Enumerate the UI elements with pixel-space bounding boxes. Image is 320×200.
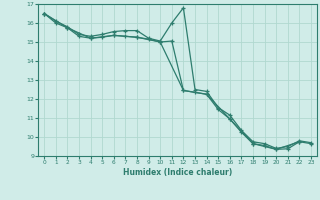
X-axis label: Humidex (Indice chaleur): Humidex (Indice chaleur) <box>123 168 232 177</box>
